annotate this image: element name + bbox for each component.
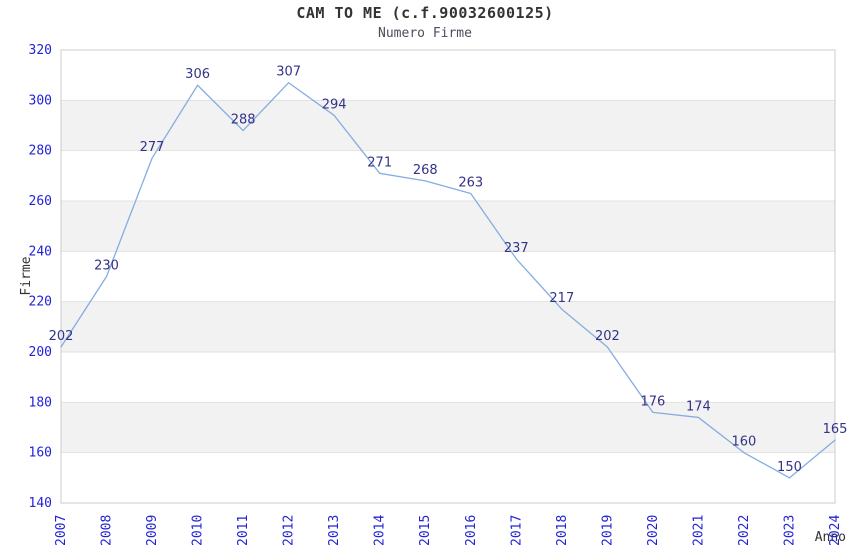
x-tick-label: 2023 (782, 515, 797, 546)
data-point-label: 271 (367, 155, 392, 170)
x-tick-label: 2010 (191, 515, 206, 546)
x-tick-label: 2013 (327, 515, 342, 546)
data-point-label: 202 (49, 329, 74, 344)
x-tick-label: 2019 (600, 515, 615, 546)
x-tick-label: 2007 (54, 515, 69, 546)
data-point-label: 202 (595, 329, 620, 344)
x-tick-label: 2016 (464, 515, 479, 546)
x-tick-label: 2018 (555, 515, 570, 546)
y-tick-label: 140 (29, 496, 52, 511)
plot-band (61, 100, 835, 151)
data-point-label: 160 (732, 435, 757, 450)
y-tick-label: 280 (29, 144, 52, 159)
data-point-label: 306 (185, 67, 210, 82)
data-point-label: 217 (549, 291, 574, 306)
x-tick-label: 2009 (145, 515, 160, 546)
chart-subtitle: Numero Firme (378, 26, 472, 41)
chart-title: CAM TO ME (c.f.90032600125) (296, 4, 554, 22)
y-tick-label: 260 (29, 194, 52, 209)
data-line (60, 82, 836, 479)
y-tick-label: 300 (29, 93, 52, 108)
y-tick-label: 200 (29, 345, 52, 360)
y-tick-label: 240 (29, 244, 52, 259)
x-tick-label: 2008 (100, 515, 115, 546)
y-tick-label: 220 (29, 295, 52, 310)
x-tick-label: 2014 (373, 515, 388, 546)
plot-border (60, 49, 836, 504)
data-point-label: 165 (823, 422, 848, 437)
y-tick-label: 180 (29, 395, 52, 410)
x-tick-label: 2015 (418, 515, 433, 546)
x-tick-label: 2021 (691, 515, 706, 546)
data-point-label: 263 (458, 175, 483, 190)
data-point-label: 174 (686, 399, 711, 414)
x-tick-label: 2020 (646, 515, 661, 546)
y-tick-label: 160 (29, 446, 52, 461)
data-point-label: 230 (94, 259, 119, 274)
plot-band (61, 201, 835, 252)
data-point-label: 307 (276, 65, 301, 80)
x-tick-label: 2017 (509, 515, 524, 546)
plot-band (61, 301, 835, 352)
x-tick-label: 2011 (236, 515, 251, 546)
plot-band (61, 402, 835, 453)
data-point-label: 268 (413, 163, 438, 178)
x-tick-label: 2024 (828, 515, 843, 546)
data-point-label: 294 (322, 97, 347, 112)
data-point-label: 288 (231, 113, 256, 128)
x-tick-label: 2012 (282, 515, 297, 546)
data-point-label: 176 (640, 394, 665, 409)
x-axis-title: Anno (814, 530, 846, 545)
data-point-label: 277 (140, 140, 165, 155)
y-tick-label: 320 (29, 43, 52, 58)
x-tick-label: 2022 (737, 515, 752, 546)
data-point-label: 150 (777, 460, 802, 475)
data-point-label: 237 (504, 241, 529, 256)
